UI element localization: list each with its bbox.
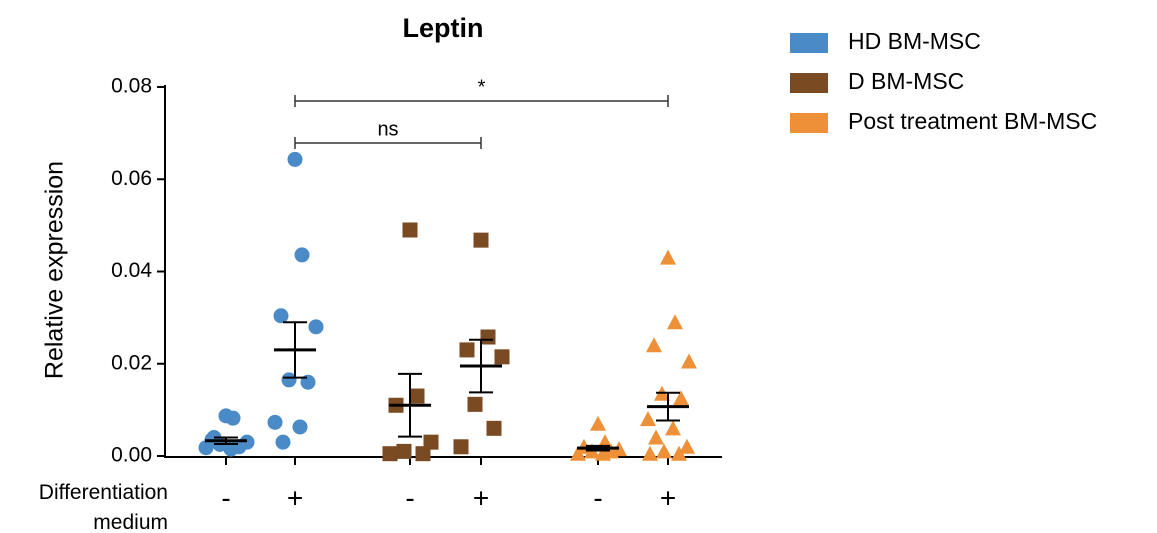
data-point	[646, 337, 662, 353]
x-tick-label: -	[593, 482, 602, 513]
x-tick-label: -	[221, 482, 230, 513]
data-point	[671, 445, 687, 461]
y-tick-label: 0.04	[111, 259, 152, 282]
data-point	[308, 319, 324, 335]
data-point	[402, 222, 418, 238]
legend-label: HD BM-MSC	[848, 28, 981, 54]
y-tick-label: 0.06	[111, 167, 152, 190]
legend-swatch	[790, 73, 828, 93]
x-tick-label: +	[660, 482, 676, 513]
data-point	[494, 349, 510, 365]
data-point	[294, 247, 310, 263]
x-axis-label: Differentiation medium	[38, 481, 168, 533]
data-point	[473, 232, 489, 248]
data-point	[590, 415, 606, 431]
y-tick-label: 0.00	[111, 444, 152, 467]
data-point	[415, 446, 431, 462]
data-point	[287, 151, 303, 167]
data-point	[570, 445, 586, 461]
legend-label: D BM-MSC	[848, 68, 964, 94]
data-point	[273, 308, 289, 324]
data-point	[409, 388, 425, 404]
data-point	[467, 396, 483, 412]
data-point	[480, 329, 496, 345]
data-point	[423, 434, 439, 450]
data-point	[665, 420, 681, 436]
data-point	[656, 443, 672, 459]
data-point	[673, 390, 689, 406]
data-point	[275, 434, 291, 450]
legend-swatch	[790, 33, 828, 53]
legend-label: Post treatment BM-MSC	[848, 108, 1097, 134]
y-tick-label: 0.02	[111, 351, 152, 374]
data-point	[667, 314, 683, 330]
data-point	[453, 439, 469, 455]
y-tick-label: 0.08	[111, 75, 152, 98]
data-point	[595, 445, 611, 461]
data-point	[198, 440, 214, 456]
data-point	[396, 443, 412, 459]
data-point	[267, 414, 283, 430]
x-tick-label: +	[473, 482, 489, 513]
x-tick-label: -	[405, 482, 414, 513]
data-point	[382, 446, 398, 462]
data-point	[225, 410, 241, 426]
legend-swatch	[790, 113, 828, 133]
data-point	[223, 441, 239, 457]
data-point	[642, 445, 658, 461]
data-point	[459, 342, 475, 358]
data-point	[486, 420, 502, 436]
data-point	[640, 411, 656, 427]
y-axis-label: Relative expression	[41, 161, 69, 379]
data-point	[681, 353, 697, 369]
x-tick-label: +	[287, 482, 303, 513]
chart-title: Leptin	[403, 13, 484, 43]
bracket-label: *	[478, 76, 486, 98]
data-point	[281, 372, 297, 388]
data-point	[660, 249, 676, 265]
bracket-label: ns	[377, 118, 398, 140]
data-point	[648, 429, 664, 445]
data-point	[292, 419, 308, 435]
data-point	[679, 438, 695, 454]
